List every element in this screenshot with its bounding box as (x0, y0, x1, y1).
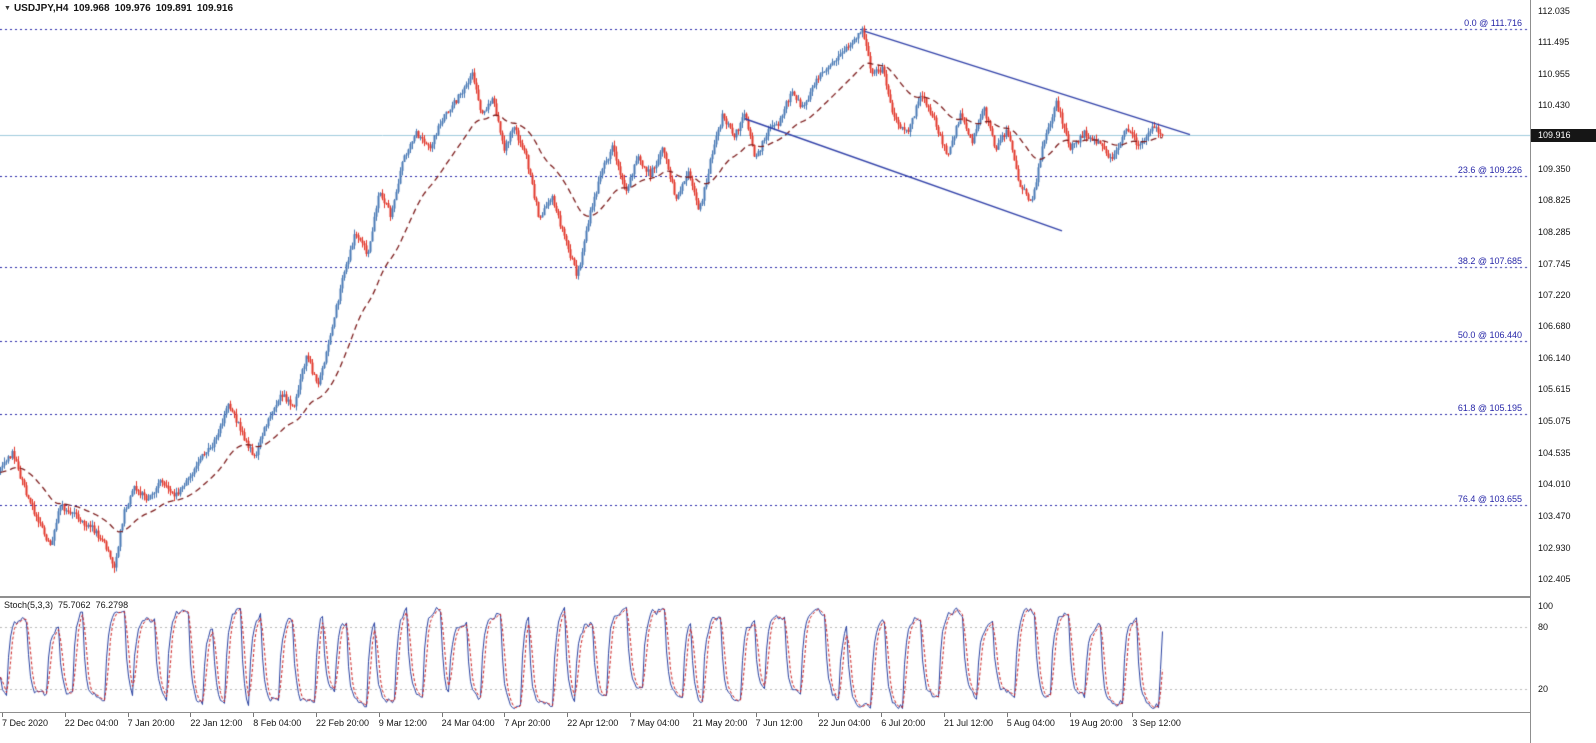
price-axis[interactable]: 109.916 112.035 111.495 110.955 110.430 109.… (1530, 0, 1596, 743)
time-tick (1006, 713, 1008, 717)
time-tick (755, 713, 757, 717)
price-axis-label: 106.140 (1538, 353, 1571, 364)
time-tick (190, 713, 192, 717)
fib-level-label: 38.2 @ 107.685 (1457, 256, 1522, 267)
time-tick (316, 713, 317, 717)
time-axis-label: 22 Jan 12:00 (190, 718, 243, 728)
panel-splitter[interactable] (0, 596, 1596, 598)
fib-level-label: 0.0 @ 111.716 (1464, 18, 1522, 29)
open-value: 109.968 (73, 3, 110, 14)
chart-ohlc-readout: ▼ USDJPY,H4 109.968 109.976 109.891 109.916 (4, 3, 238, 14)
time-tick (441, 713, 443, 717)
stochastic-panel: Stoch(5,3,3) 75.7062 76.2798 (0, 598, 1530, 712)
time-axis-label: 7 Jan 20:00 (127, 718, 175, 728)
stochastic-main-value: 75.7062 (58, 600, 91, 610)
time-axis-label: 19 Aug 20:00 (1069, 718, 1123, 728)
price-axis-label: 110.430 (1538, 100, 1570, 111)
time-tick (692, 713, 694, 717)
stochastic-readout: Stoch(5,3,3) 75.7062 76.2798 (4, 600, 133, 610)
time-tick (253, 713, 255, 717)
time-axis-label: 3 Sep 12:00 (1132, 718, 1181, 728)
low-value: 109.891 (155, 3, 192, 14)
time-axis-label: 7 May 04:00 (630, 718, 680, 728)
price-axis-label: 108.825 (1538, 194, 1571, 205)
price-axis-label: 109.350 (1538, 163, 1571, 174)
time-axis-label: 24 Mar 04:00 (441, 718, 495, 728)
high-value: 109.976 (114, 3, 151, 14)
time-axis-label: 22 Jun 04:00 (818, 718, 871, 728)
time-axis-label: 22 Dec 04:00 (64, 718, 119, 728)
main-chart-canvas[interactable] (0, 0, 1530, 596)
time-axis-label: 21 May 20:00 (692, 718, 748, 728)
time-tick (1132, 713, 1134, 717)
time-tick (1069, 713, 1071, 717)
fib-level-label: 50.0 @ 106.440 (1457, 329, 1522, 340)
main-chart-panel: ▼ USDJPY,H4 109.968 109.976 109.891 109.916 0… (0, 0, 1530, 596)
current-price-tag: 109.916 (1531, 128, 1596, 142)
price-axis-label: 108.285 (1538, 226, 1571, 237)
time-axis[interactable]: 7 Dec 2020 22 Dec 04:00 7 Jan 20:00 22 Jan … (0, 713, 1530, 743)
price-axis-label: 106.680 (1538, 321, 1571, 332)
time-tick (630, 713, 631, 717)
price-axis-label: 110.955 (1538, 69, 1570, 80)
price-axis-label: 105.615 (1538, 384, 1571, 395)
price-axis-label: 105.075 (1538, 416, 1571, 427)
time-axis-label: 5 Aug 04:00 (1006, 718, 1055, 728)
price-axis-label: 102.930 (1538, 542, 1571, 553)
time-axis-label: 9 Mar 12:00 (378, 718, 427, 728)
time-axis-label: 7 Dec 2020 (2, 718, 49, 728)
time-axis-label: 7 Jun 12:00 (755, 718, 803, 728)
time-tick (2, 713, 3, 717)
fib-level-label: 61.8 @ 105.195 (1457, 402, 1522, 413)
time-tick (64, 713, 66, 717)
time-axis-label: 21 Jul 12:00 (944, 718, 994, 728)
stochastic-canvas[interactable] (0, 598, 1530, 712)
time-tick (881, 713, 883, 717)
price-axis-label: 111.495 (1538, 37, 1570, 48)
symbol-marker-icon: ▼ (4, 5, 11, 12)
price-axis-label: 107.745 (1538, 258, 1571, 269)
close-value: 109.916 (196, 3, 234, 14)
fib-level-label: 76.4 @ 103.655 (1457, 493, 1522, 504)
fib-level-label: 23.6 @ 109.226 (1457, 165, 1522, 176)
time-axis-label: 8 Feb 04:00 (253, 718, 302, 728)
symbol-timeframe-label: USDJPY,H4 (13, 3, 69, 14)
price-axis-label: 104.535 (1538, 447, 1571, 458)
price-axis-label: 112.035 (1538, 5, 1570, 16)
time-tick (567, 713, 569, 717)
time-tick (378, 713, 380, 717)
time-tick (818, 713, 820, 717)
price-axis-label: 102.405 (1538, 573, 1571, 584)
time-axis-label: 7 Apr 20:00 (504, 718, 551, 728)
time-tick (504, 713, 506, 717)
time-axis-label: 22 Feb 20:00 (316, 718, 370, 728)
time-tick (127, 713, 129, 717)
time-axis-separator (0, 712, 1596, 713)
time-axis-label: 22 Apr 12:00 (567, 718, 619, 728)
price-axis-label: 107.220 (1538, 289, 1571, 300)
price-axis-label: 104.010 (1538, 478, 1571, 489)
price-axis-label: 103.470 (1538, 510, 1571, 521)
stochastic-signal-value: 76.2798 (95, 600, 129, 610)
stoch-axis-label: 80 (1538, 621, 1549, 632)
time-axis-label: 6 Jul 20:00 (881, 718, 926, 728)
time-tick (944, 713, 945, 717)
stochastic-name: Stoch(5,3,3) (4, 600, 54, 610)
stoch-axis-label: 20 (1538, 683, 1549, 694)
stoch-axis-label: 100 (1538, 601, 1554, 612)
